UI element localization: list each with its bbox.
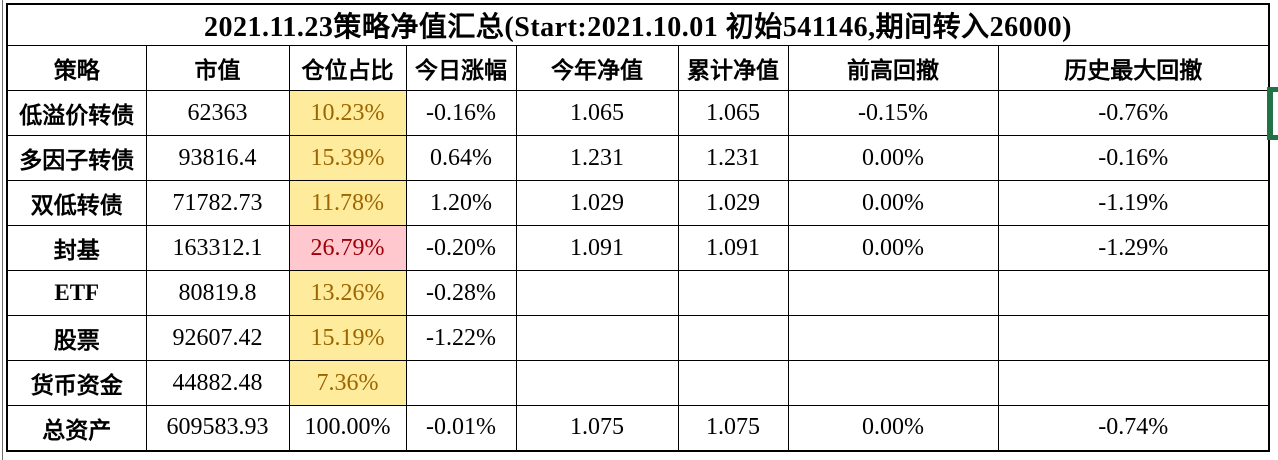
table-row: 封基 163312.1 26.79% -0.20% 1.091 1.091 0.00% -1.…	[6, 225, 1270, 271]
col-header-position-pct[interactable]: 仓位占比	[288, 45, 407, 91]
cell-today-change[interactable]: -0.20%	[405, 225, 517, 271]
cell-max-drawdown[interactable]: -1.29%	[997, 225, 1270, 271]
cell-strategy[interactable]: ETF	[6, 270, 147, 316]
cell-cum-nav[interactable]: 1.231	[677, 135, 789, 181]
cell-max-drawdown[interactable]: -0.16%	[997, 135, 1270, 181]
col-header-cum-nav[interactable]: 累计净值	[677, 45, 789, 91]
cell-strategy[interactable]: 双低转债	[6, 180, 147, 226]
col-header-ytd-nav[interactable]: 今年净值	[515, 45, 679, 91]
cell-strategy[interactable]: 股票	[6, 315, 147, 361]
table-row: 多因子转债 93816.4 15.39% 0.64% 1.231 1.231 0.00% -0…	[6, 135, 1270, 181]
table-row: ETF 80819.8 13.26% -0.28%	[6, 270, 1270, 316]
cell-market-value[interactable]: 93816.4	[145, 135, 290, 181]
title-row: 2021.11.23策略净值汇总(Start:2021.10.01 初始5411…	[6, 3, 1270, 46]
cell-today-change[interactable]: 0.64%	[405, 135, 517, 181]
cell-max-drawdown[interactable]	[997, 270, 1270, 316]
selected-cell-border	[1267, 87, 1273, 140]
strategy-nav-table: 2021.11.23策略净值汇总(Start:2021.10.01 初始5411…	[6, 3, 1270, 452]
cell-cum-nav[interactable]	[677, 360, 789, 406]
cell-max-drawdown[interactable]: -0.74%	[997, 405, 1270, 451]
cell-strategy[interactable]: 货币资金	[6, 360, 147, 406]
cell-cum-nav[interactable]	[677, 270, 789, 316]
cell-market-value[interactable]: 609583.93	[145, 405, 290, 451]
table-header-row: 策略 市值 仓位占比 今日涨幅 今年净值 累计净值 前高回撤 历史最大回撤	[6, 45, 1270, 91]
col-header-strategy[interactable]: 策略	[6, 45, 147, 91]
cell-ytd-nav[interactable]: 1.091	[515, 225, 679, 271]
col-header-today-change[interactable]: 今日涨幅	[405, 45, 517, 91]
col-header-market-value[interactable]: 市值	[145, 45, 290, 91]
sheet-gridline	[2, 0, 3, 460]
cell-ytd-nav[interactable]: 1.075	[515, 405, 679, 451]
cell-today-change[interactable]: -1.22%	[405, 315, 517, 361]
cell-max-drawdown[interactable]: -0.76%	[997, 90, 1270, 136]
cell-strategy[interactable]: 总资产	[6, 405, 147, 451]
selected-cell-border-bottom-handle	[1273, 135, 1278, 140]
cell-cum-nav[interactable]: 1.065	[677, 90, 789, 136]
cell-ytd-nav[interactable]	[515, 270, 679, 316]
cell-drawdown-from-high[interactable]	[787, 270, 999, 316]
cell-today-change[interactable]: -0.01%	[405, 405, 517, 451]
table-body: 低溢价转债 62363 10.23% -0.16% 1.065 1.065 -0.15% -0…	[6, 90, 1270, 451]
cell-position-pct[interactable]: 7.36%	[288, 360, 407, 406]
cell-drawdown-from-high[interactable]	[787, 315, 999, 361]
cell-strategy[interactable]: 低溢价转债	[6, 90, 147, 136]
cell-cum-nav[interactable]: 1.091	[677, 225, 789, 271]
col-header-drawdown-from-high[interactable]: 前高回撤	[787, 45, 999, 91]
selected-cell-border-top-handle	[1273, 87, 1278, 92]
table-row: 总资产 609583.93 100.00% -0.01% 1.075 1.075 0.00%…	[6, 405, 1270, 451]
cell-max-drawdown[interactable]	[997, 360, 1270, 406]
cell-position-pct[interactable]: 11.78%	[288, 180, 407, 226]
cell-strategy[interactable]: 多因子转债	[6, 135, 147, 181]
cell-position-pct[interactable]: 15.39%	[288, 135, 407, 181]
cell-ytd-nav[interactable]: 1.231	[515, 135, 679, 181]
cell-market-value[interactable]: 62363	[145, 90, 290, 136]
cell-drawdown-from-high[interactable]: -0.15%	[787, 90, 999, 136]
cell-market-value[interactable]: 92607.42	[145, 315, 290, 361]
cell-ytd-nav[interactable]	[515, 315, 679, 361]
cell-max-drawdown[interactable]	[997, 315, 1270, 361]
cell-ytd-nav[interactable]	[515, 360, 679, 406]
cell-drawdown-from-high[interactable]: 0.00%	[787, 225, 999, 271]
cell-drawdown-from-high[interactable]: 0.00%	[787, 405, 999, 451]
cell-market-value[interactable]: 80819.8	[145, 270, 290, 316]
cell-position-pct[interactable]: 100.00%	[288, 405, 407, 451]
page-title[interactable]: 2021.11.23策略净值汇总(Start:2021.10.01 初始5411…	[6, 3, 1270, 46]
cell-cum-nav[interactable]	[677, 315, 789, 361]
cell-position-pct[interactable]: 10.23%	[288, 90, 407, 136]
cell-cum-nav[interactable]: 1.075	[677, 405, 789, 451]
cell-market-value[interactable]: 163312.1	[145, 225, 290, 271]
table-row: 股票 92607.42 15.19% -1.22%	[6, 315, 1270, 361]
col-header-max-drawdown[interactable]: 历史最大回撤	[997, 45, 1270, 91]
cell-strategy[interactable]: 封基	[6, 225, 147, 271]
cell-ytd-nav[interactable]: 1.029	[515, 180, 679, 226]
cell-position-pct[interactable]: 15.19%	[288, 315, 407, 361]
cell-ytd-nav[interactable]: 1.065	[515, 90, 679, 136]
cell-position-pct[interactable]: 26.79%	[288, 225, 407, 271]
cell-today-change[interactable]: -0.16%	[405, 90, 517, 136]
table-row: 货币资金 44882.48 7.36%	[6, 360, 1270, 406]
cell-market-value[interactable]: 71782.73	[145, 180, 290, 226]
cell-cum-nav[interactable]: 1.029	[677, 180, 789, 226]
table-row: 低溢价转债 62363 10.23% -0.16% 1.065 1.065 -0.15% -0…	[6, 90, 1270, 136]
cell-today-change[interactable]: 1.20%	[405, 180, 517, 226]
cell-position-pct[interactable]: 13.26%	[288, 270, 407, 316]
cell-market-value[interactable]: 44882.48	[145, 360, 290, 406]
table-row: 双低转债 71782.73 11.78% 1.20% 1.029 1.029 0.00% -1…	[6, 180, 1270, 226]
cell-today-change[interactable]	[405, 360, 517, 406]
cell-drawdown-from-high[interactable]: 0.00%	[787, 180, 999, 226]
cell-max-drawdown[interactable]: -1.19%	[997, 180, 1270, 226]
cell-drawdown-from-high[interactable]: 0.00%	[787, 135, 999, 181]
cell-drawdown-from-high[interactable]	[787, 360, 999, 406]
cell-today-change[interactable]: -0.28%	[405, 270, 517, 316]
